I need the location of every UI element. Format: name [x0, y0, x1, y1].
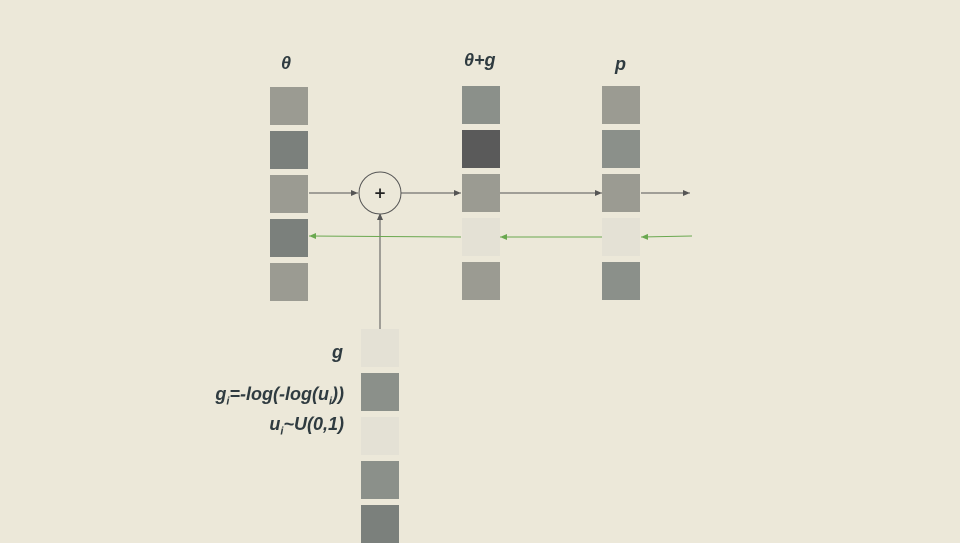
theta-plus-g-cell	[462, 130, 500, 168]
theta-cell	[270, 87, 308, 125]
plus-symbol: +	[374, 184, 387, 202]
theta-cell	[270, 131, 308, 169]
g-label: g	[332, 342, 343, 362]
theta-label: θ	[281, 53, 292, 73]
gumbel-formula-line-2: ui~U(0,1)	[269, 413, 344, 438]
p-cell	[602, 130, 640, 168]
p-cell	[602, 262, 640, 300]
theta-plus-g-label: θ+g	[464, 50, 496, 70]
theta-plus-g-cell	[462, 262, 500, 300]
theta-plus-g-cell	[462, 218, 500, 256]
p-cell	[602, 174, 640, 212]
gumbel-formula: gi=-log(-log(ui)) ui~U(0,1)	[215, 383, 344, 442]
theta-plus-g-cell	[462, 174, 500, 212]
p-cell	[602, 86, 640, 124]
theta-cell	[270, 219, 308, 257]
g-cell	[361, 417, 399, 455]
backward-arrow-sum-to-theta	[308, 233, 462, 240]
g-cell	[361, 329, 399, 367]
gumbel-formula-line-1: gi=-log(-log(ui))	[215, 384, 344, 408]
g-cell	[361, 373, 399, 411]
plus-operator-node: +	[358, 171, 402, 215]
theta-plus-g-cell	[462, 86, 500, 124]
theta-cell	[270, 175, 308, 213]
g-cell	[361, 461, 399, 499]
g-cell	[361, 505, 399, 543]
p-label: p	[615, 54, 626, 74]
p-cell	[602, 218, 640, 256]
theta-cell	[270, 263, 308, 301]
backward-arrow-in	[640, 233, 693, 240]
